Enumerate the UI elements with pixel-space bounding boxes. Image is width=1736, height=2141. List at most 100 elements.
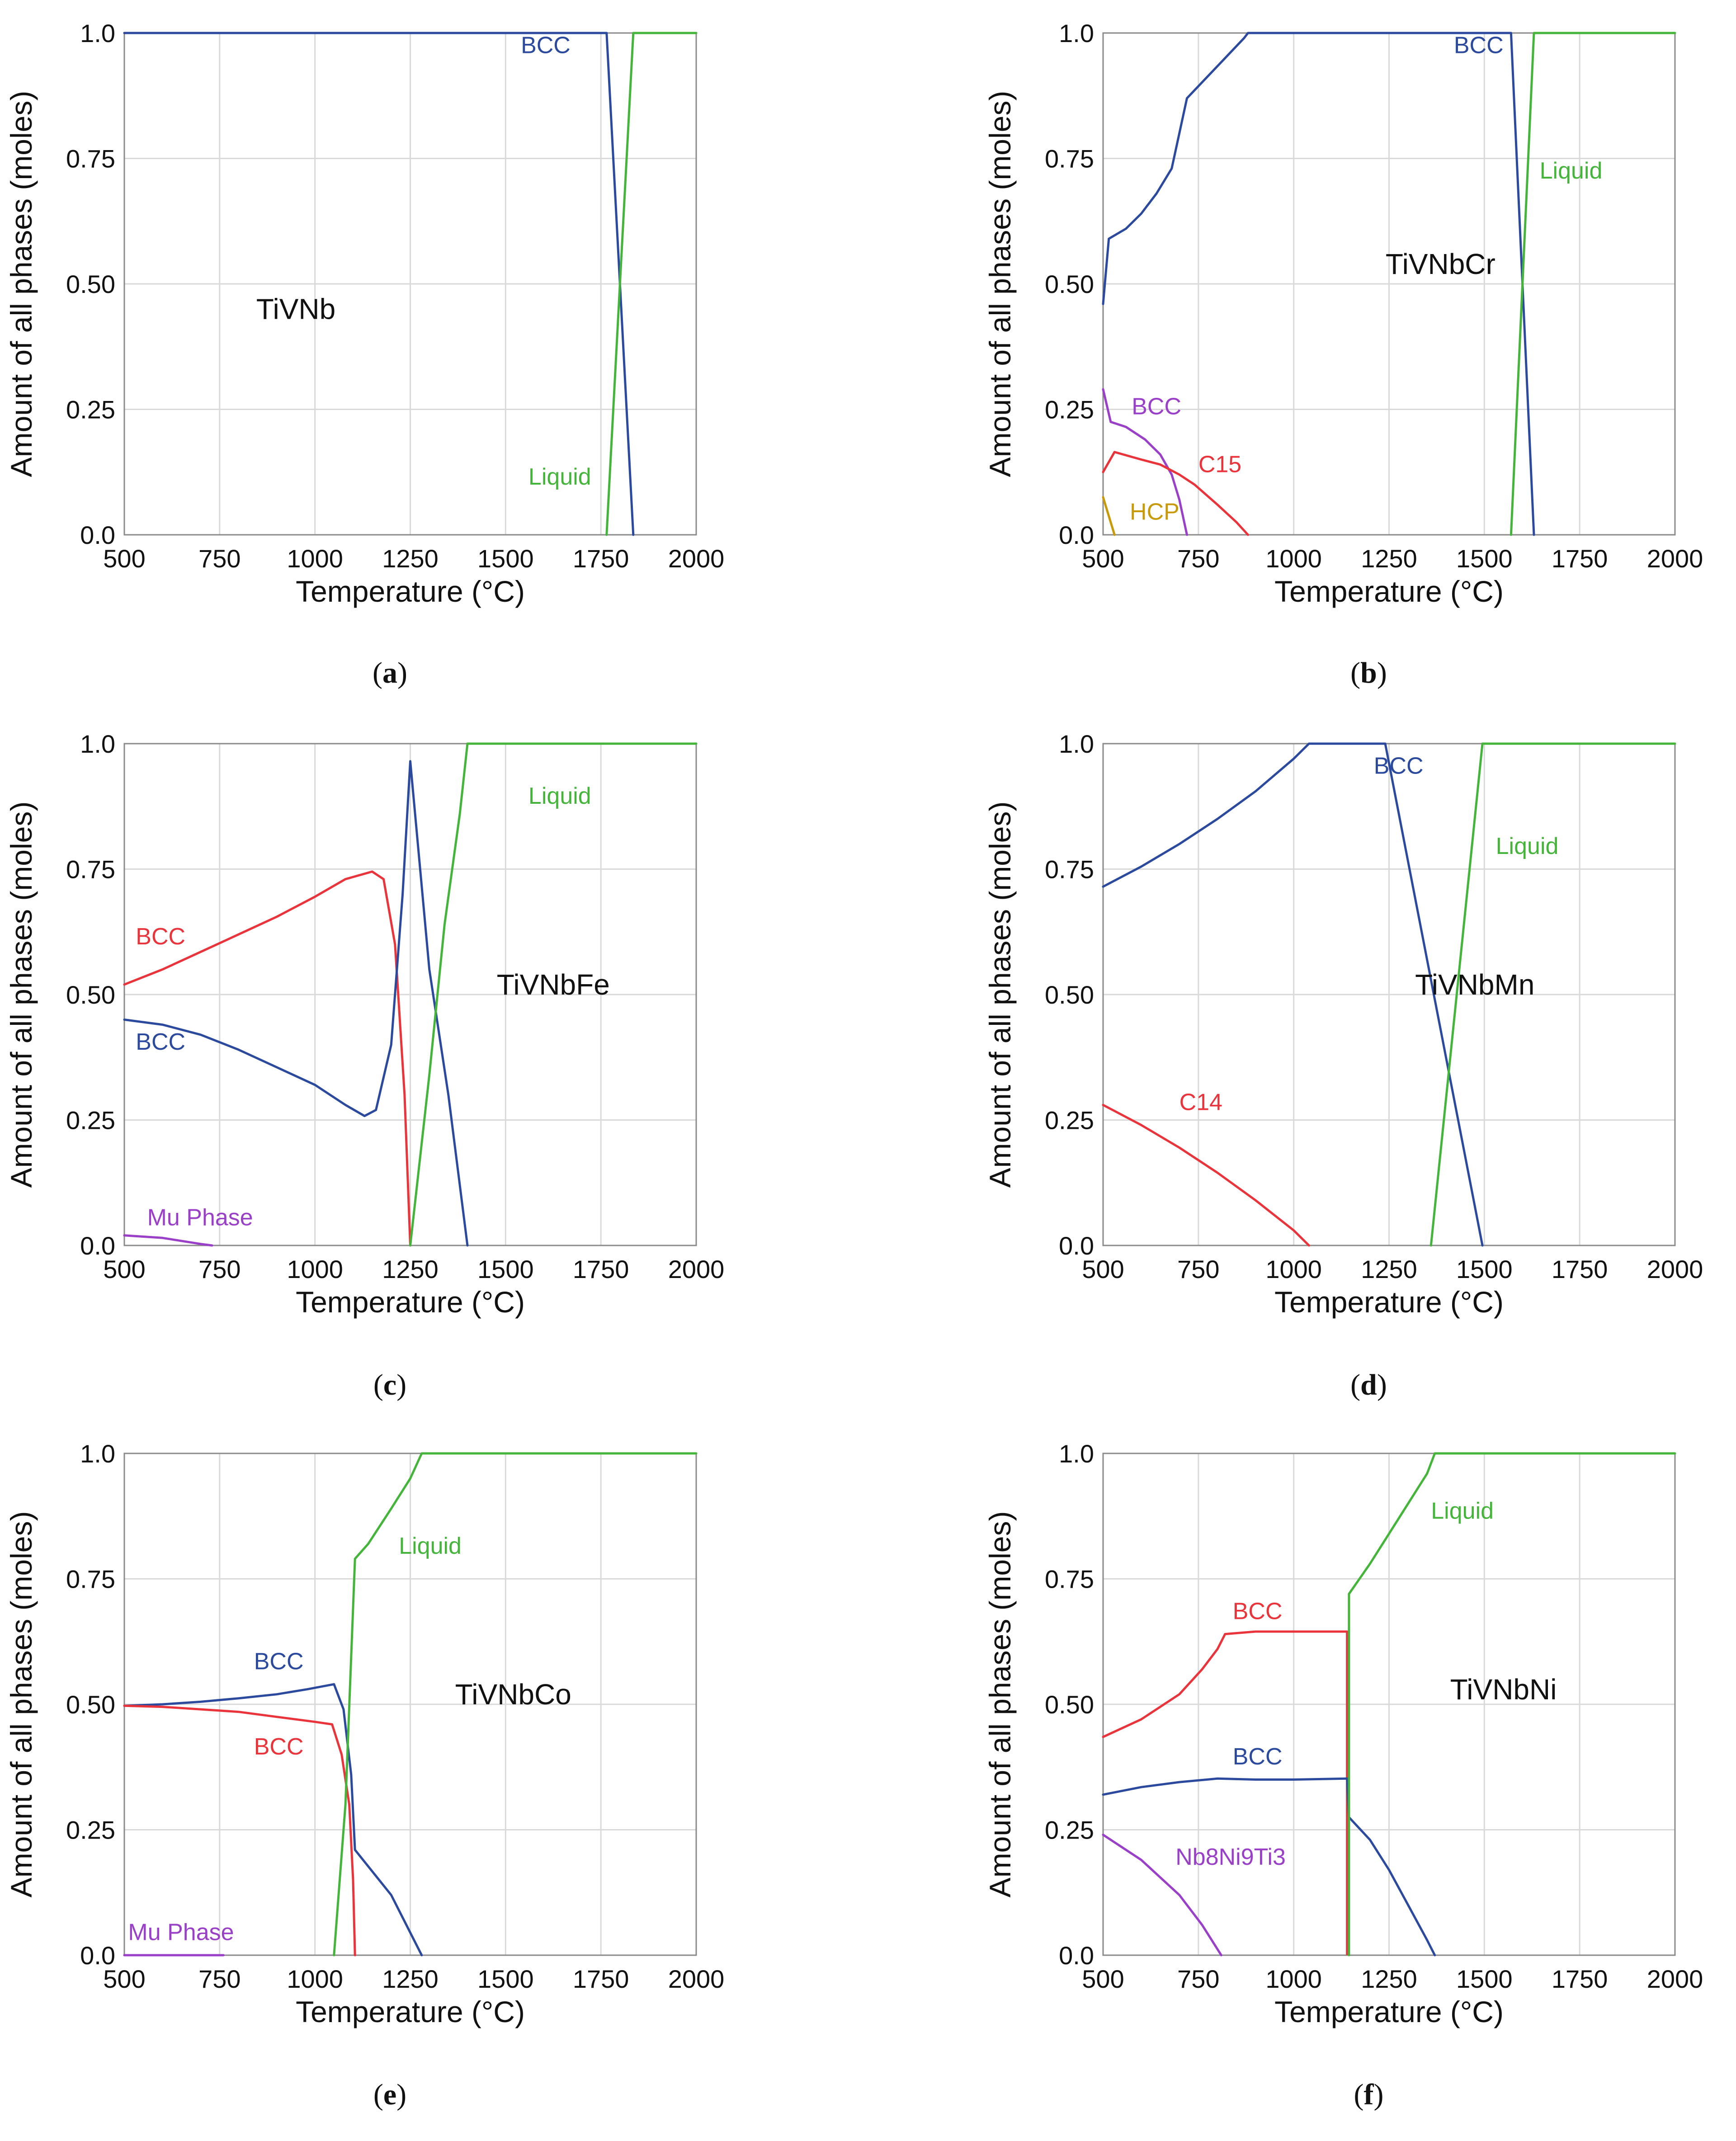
x-tick-label: 750	[1177, 1965, 1219, 1993]
x-axis-title: Temperature (°C)	[1274, 575, 1504, 608]
series-line-liquid	[409, 742, 698, 1247]
series-line-c14	[1102, 1104, 1310, 1247]
caption-paren-close: )	[396, 1368, 406, 1401]
chart-panel-a: 500 750 1000 1250 1500 1750 2000 0.0 0.25 0.50 0.7…	[5, 19, 724, 689]
panel-caption: (e)	[373, 2078, 406, 2111]
x-tick-label: 1250	[1361, 1965, 1417, 1993]
caption-paren-open: (	[1354, 2078, 1364, 2111]
series-line-liquid	[333, 1452, 698, 1957]
series-label: BCC	[254, 1648, 304, 1674]
x-tick-label: 1000	[287, 1255, 343, 1283]
panel-caption: (f)	[1354, 2078, 1384, 2111]
panel-caption: (c)	[373, 1368, 406, 1401]
series-label: C14	[1179, 1089, 1222, 1115]
series-label: Liquid	[399, 1533, 462, 1559]
x-tick-label: 1000	[1265, 544, 1322, 573]
x-tick-label: 500	[103, 544, 145, 573]
y-tick-label: 0.50	[1045, 1690, 1094, 1719]
y-axis-title: Amount of all phases (moles)	[5, 1511, 38, 1898]
series-label: BCC	[521, 32, 571, 58]
x-tick-label: 2000	[668, 544, 725, 573]
y-tick-label: 0.50	[66, 981, 115, 1009]
series-line-bcc	[1102, 1777, 1436, 1957]
x-axis-title: Temperature (°C)	[296, 1285, 525, 1319]
y-tick-label: 0.75	[1045, 1565, 1094, 1594]
x-tick-label: 750	[198, 1255, 241, 1283]
y-tick-label: 0.75	[1045, 145, 1094, 173]
x-axis-title: Temperature (°C)	[296, 575, 525, 608]
series-label: BCC	[1132, 394, 1181, 420]
y-tick-label: 1.0	[1059, 730, 1094, 758]
x-tick-label: 750	[1177, 1255, 1219, 1283]
x-tick-label: 1500	[477, 544, 534, 573]
y-tick-label: 0.75	[66, 145, 115, 173]
series-label: BCC	[1454, 32, 1504, 58]
x-tick-label: 750	[198, 544, 241, 573]
y-tick-label: 1.0	[80, 1439, 115, 1468]
x-tick-label: 500	[1082, 544, 1124, 573]
series-line-c15	[1102, 451, 1249, 536]
series-line-liquid	[605, 32, 698, 536]
y-tick-label: 0.50	[1045, 981, 1094, 1009]
x-tick-label: 2000	[1647, 1255, 1703, 1283]
x-tick-label: 1000	[287, 1965, 343, 1993]
caption-paren-close: )	[396, 2078, 406, 2111]
y-tick-label: 0.25	[1045, 1816, 1094, 1844]
series-label: Mu Phase	[128, 1919, 234, 1946]
x-tick-label: 750	[1177, 544, 1219, 573]
plot-area-frame	[1102, 743, 1676, 1246]
x-tick-label: 500	[103, 1255, 145, 1283]
plot-area-frame	[1102, 1452, 1676, 1956]
series-label: C15	[1198, 451, 1241, 477]
chart-panel-d: 500 750 1000 1250 1500 1750 2000 0.0 0.25 0.50 0.7…	[983, 730, 1703, 1401]
caption-paren-open: (	[373, 1368, 383, 1401]
x-tick-label: 2000	[668, 1965, 725, 1993]
y-axis-title: Amount of all phases (moles)	[5, 802, 38, 1188]
y-tick-label: 1.0	[80, 730, 115, 758]
series-line-nb8ni9ti3	[1102, 1834, 1222, 1957]
series-line-liquid	[1429, 742, 1676, 1247]
caption-letter: c	[383, 1368, 396, 1401]
series-label: BCC	[254, 1734, 304, 1760]
series-label: Liquid	[1431, 1498, 1494, 1524]
caption-letter: b	[1360, 656, 1377, 689]
x-tick-label: 750	[198, 1965, 241, 1993]
series-line-bcc	[123, 32, 635, 536]
caption-letter: e	[383, 2078, 396, 2111]
y-tick-label: 0.25	[1045, 396, 1094, 424]
x-tick-label: 2000	[1647, 1965, 1703, 1993]
x-tick-label: 1500	[477, 1255, 534, 1283]
caption-letter: a	[382, 656, 397, 689]
caption-paren-open: (	[1350, 1368, 1360, 1401]
caption-paren-open: (	[373, 2078, 383, 2111]
y-tick-label: 0.75	[66, 1565, 115, 1594]
caption-paren-close: )	[1377, 656, 1387, 689]
series-line-bcc	[1102, 1630, 1349, 1956]
y-tick-label: 0.25	[66, 396, 115, 424]
alloy-label: TiVNbNi	[1450, 1673, 1557, 1706]
y-axis-title: Amount of all phases (moles)	[5, 91, 38, 477]
y-tick-label: 0.75	[1045, 855, 1094, 884]
alloy-label: TiVNbMn	[1415, 968, 1534, 1001]
series-label: BCC	[136, 1029, 185, 1055]
x-tick-label: 2000	[668, 1255, 725, 1283]
series-label: BCC	[136, 924, 185, 950]
y-tick-label: 1.0	[1059, 19, 1094, 47]
series-line-bcc	[1102, 742, 1484, 1247]
caption-paren-open: (	[373, 656, 382, 689]
y-axis-title: Amount of all phases (moles)	[983, 1511, 1017, 1898]
caption-paren-close: )	[1373, 2078, 1383, 2111]
x-tick-label: 1500	[1456, 1255, 1513, 1283]
alloy-label: TiVNb	[256, 293, 335, 325]
series-label: Nb8Ni9Ti3	[1175, 1844, 1286, 1870]
y-tick-label: 0.25	[1045, 1106, 1094, 1135]
x-tick-label: 1750	[1552, 1255, 1608, 1283]
series-line-bcc	[123, 1704, 356, 1957]
y-tick-label: 1.0	[1059, 1439, 1094, 1468]
series-line-hcp	[1102, 496, 1116, 536]
x-tick-label: 1500	[1456, 544, 1513, 573]
series-label: Liquid	[528, 783, 591, 809]
x-axis-title: Temperature (°C)	[1274, 1285, 1504, 1319]
chart-panel-f: 500 750 1000 1250 1500 1750 2000 0.0 0.25 0.50 0.7…	[983, 1439, 1703, 2111]
panel-caption: (b)	[1350, 656, 1387, 689]
